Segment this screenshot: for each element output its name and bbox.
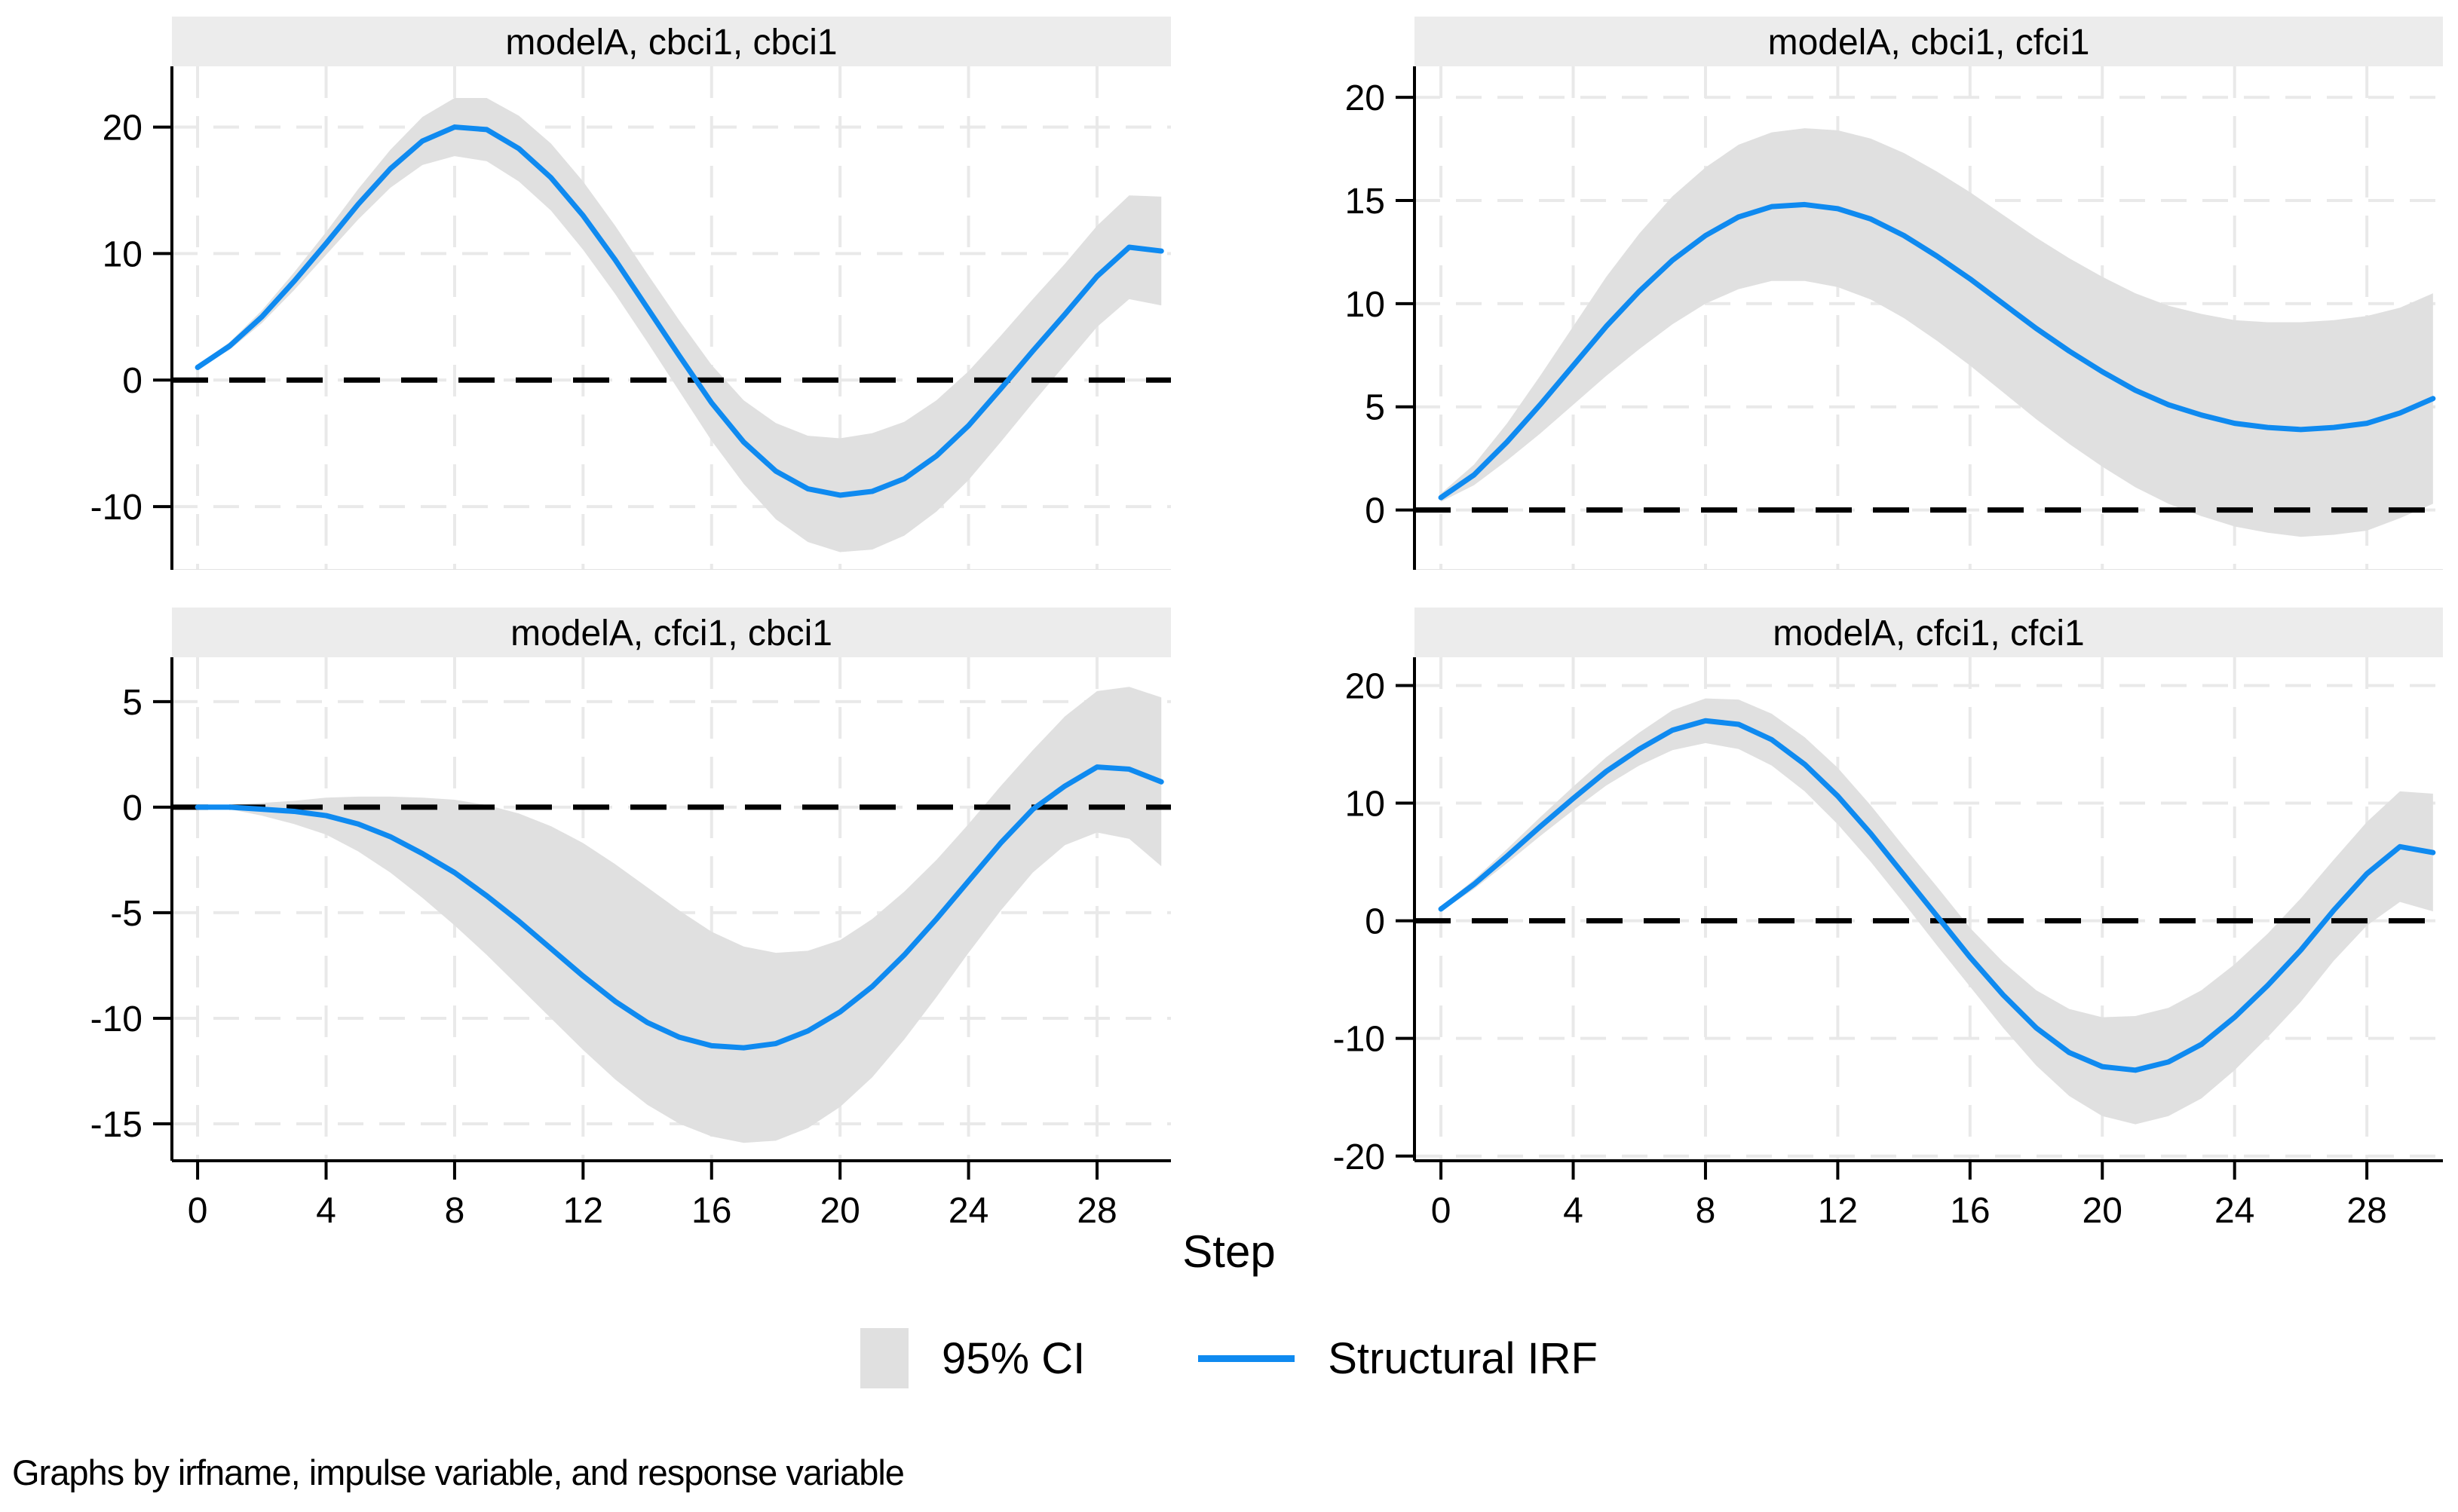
x-tick-label: 24 (2214, 1191, 2254, 1231)
panel-title-band (1414, 17, 2443, 66)
y-tick-label: 0 (122, 361, 143, 401)
x-tick-label: 8 (445, 1191, 465, 1231)
ci-band (1441, 128, 2433, 537)
y-tick-label: 20 (103, 109, 143, 148)
y-tick-label: 20 (1345, 78, 1385, 118)
y-tick-label: 0 (122, 788, 143, 828)
x-tick-label: 20 (2083, 1191, 2122, 1231)
y-tick-label: 10 (1345, 785, 1385, 825)
y-tick-label: 10 (103, 234, 143, 274)
x-tick-label: 16 (1950, 1191, 1990, 1231)
panel-title: modelA, cbci1, cfci1 (1768, 23, 2090, 63)
y-tick-label: -5 (110, 894, 143, 934)
y-tick-label: -20 (1333, 1137, 1385, 1177)
x-tick-label: 8 (1696, 1191, 1716, 1231)
y-tick-label: 20 (1345, 666, 1385, 706)
ci-band (198, 97, 1162, 552)
panel-title-band (172, 17, 1171, 66)
legend: 95% CI Structural IRF (0, 1328, 2458, 1388)
y-tick-label: 5 (1365, 388, 1385, 428)
x-tick-label: 20 (820, 1191, 860, 1231)
irf-line (1438, 718, 2436, 1073)
panel-top-left: modelA, cbci1, cbci1 -10 0 10 20 (90, 17, 1171, 570)
y-tick-label: -10 (1333, 1020, 1385, 1060)
x-tick-label: 0 (188, 1191, 208, 1231)
y-tick-label: -10 (90, 999, 143, 1039)
x-tick-label: 16 (691, 1191, 731, 1231)
y-tick-label: 15 (1345, 182, 1385, 222)
panel-top-right: modelA, cbci1, cfci1 0 5 10 15 20 (1345, 17, 2443, 570)
ci-band (1441, 698, 2433, 1125)
x-tick-label: 24 (949, 1191, 988, 1231)
x-axis-title: Step (1182, 1226, 1276, 1277)
irf-line (195, 764, 1164, 1051)
y-tick-label: 0 (1365, 491, 1385, 531)
x-tick-label: 12 (1818, 1191, 1858, 1231)
panel-bottom-left: modelA, cfci1, cbci1 -15 -10 -5 0 5 0 4 8 12 16 20 2… (90, 608, 1171, 1231)
panel-title: modelA, cfci1, cfci1 (1773, 614, 2084, 653)
y-tick-label: 0 (1365, 902, 1385, 942)
x-tick-label: 4 (316, 1191, 336, 1231)
x-tick-label: 28 (1077, 1191, 1117, 1231)
irf-legend-line-swatch (1198, 1354, 1295, 1362)
caption: Graphs by irfname, impulse variable, and… (12, 1452, 905, 1492)
panel-title-band (172, 608, 1171, 657)
x-tick-label: 28 (2346, 1191, 2386, 1231)
panel-title: modelA, cfci1, cbci1 (510, 614, 832, 653)
irf-legend-label: Structural IRF (1328, 1333, 1598, 1383)
irf-line (1438, 201, 2436, 500)
y-tick-label: 10 (1345, 285, 1385, 325)
x-tick-label: 0 (1431, 1191, 1451, 1231)
ci-band (198, 687, 1162, 1143)
x-tick-label: 4 (1563, 1191, 1583, 1231)
panel-title: modelA, cbci1, cbci1 (505, 23, 837, 63)
x-tick-label: 12 (563, 1191, 603, 1231)
ci-legend-swatch (860, 1328, 909, 1388)
irf-line (195, 124, 1164, 498)
y-tick-label: 5 (122, 683, 143, 723)
y-tick-label: -15 (90, 1105, 143, 1145)
panel-bottom-right: modelA, cfci1, cfci1 -20 -10 0 10 20 0 4 8 12 16 20… (1333, 608, 2443, 1231)
ci-legend-label: 95% CI (942, 1333, 1086, 1383)
panel-title-band (1414, 608, 2443, 657)
y-tick-label: -10 (90, 488, 143, 528)
